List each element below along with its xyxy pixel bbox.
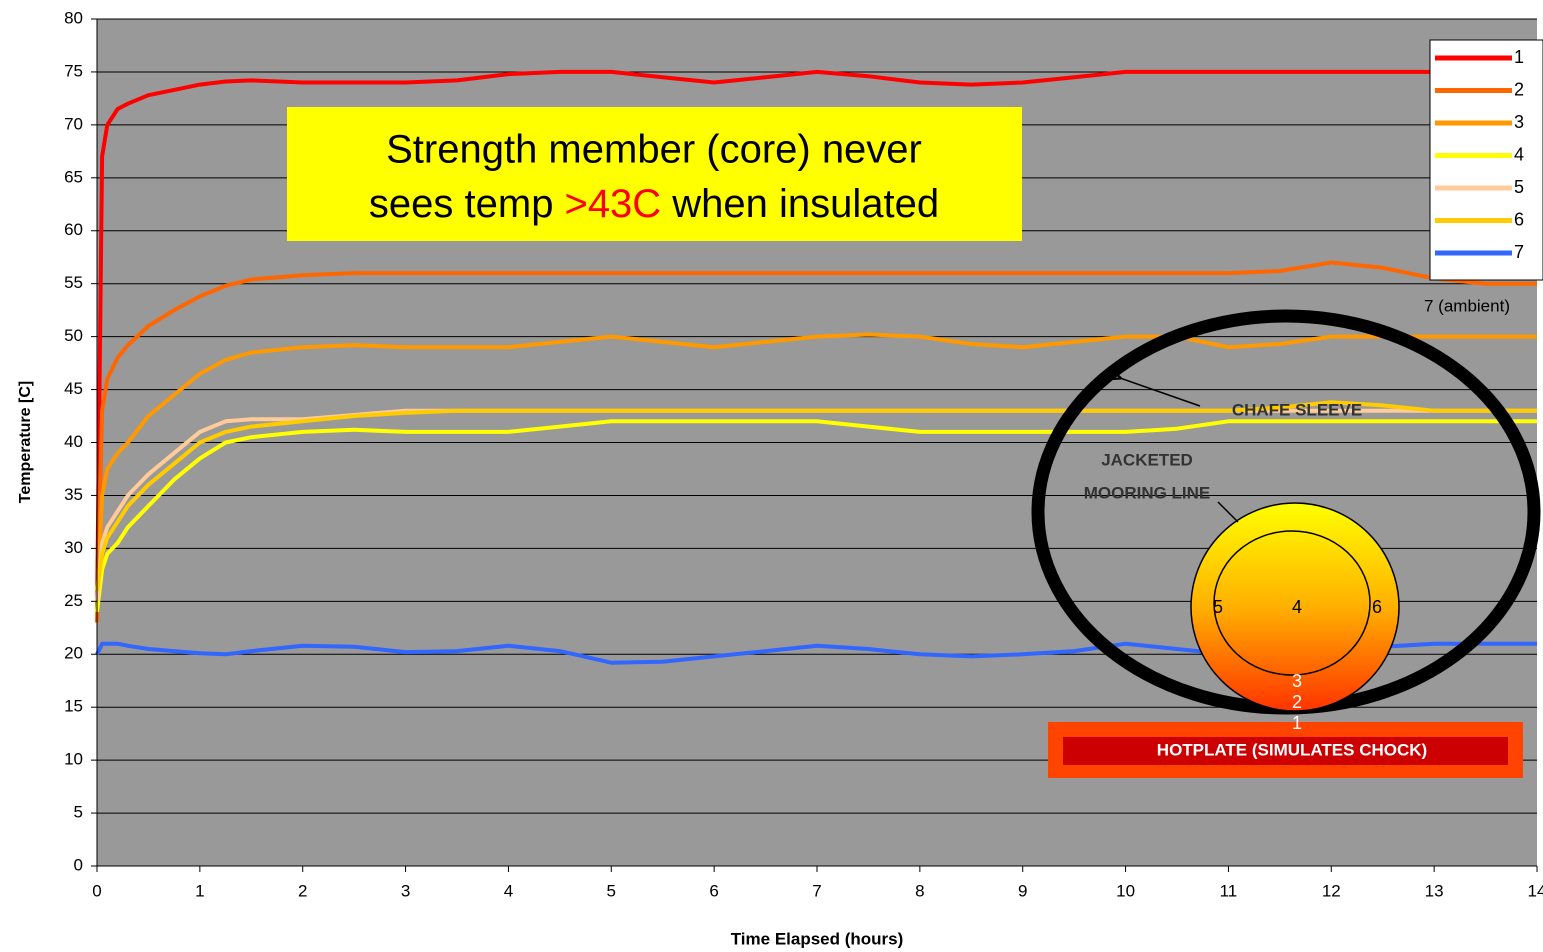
y-tick-label: 5 [74, 803, 83, 822]
y-tick-label: 0 [74, 855, 83, 874]
series-line [95, 69, 1537, 612]
y-tick-label: 35 [64, 485, 83, 504]
position-label: 2 [1292, 692, 1302, 712]
x-tick-label: 13 [1425, 881, 1444, 900]
legend-label: 2 [1514, 79, 1524, 99]
x-tick-label: 3 [401, 881, 410, 900]
core [1213, 530, 1371, 676]
callout-text: Strength member (core) never [386, 128, 922, 172]
diagram-label: MOORING LINE [1084, 483, 1211, 502]
legend-label: 5 [1514, 177, 1524, 197]
x-axis-title: Time Elapsed (hours) [731, 929, 904, 948]
legend-label: 3 [1514, 112, 1524, 132]
y-tick-label: 55 [64, 273, 83, 292]
series-line [95, 419, 1537, 613]
ambient-label: 7 (ambient) [1424, 296, 1510, 315]
callout-text: sees temp [369, 182, 554, 226]
legend-label: 1 [1514, 47, 1524, 67]
x-tick-label: 2 [298, 881, 307, 900]
callout-box [287, 107, 1022, 241]
y-axis-title: Temperature [C] [17, 381, 34, 503]
legend-box [1429, 39, 1543, 281]
hotplate-label: HOTPLATE (SIMULATES CHOCK) [1157, 740, 1427, 759]
series-line [95, 332, 1537, 612]
legend: 1 2 3 4 5 6 7 [1429, 39, 1543, 281]
x-tick-label: 8 [915, 881, 924, 900]
position-label: 5 [1213, 597, 1223, 617]
x-tick-label: 12 [1322, 881, 1341, 900]
x-tick-label: 1 [195, 881, 204, 900]
y-tick-label: 75 [64, 61, 83, 80]
callout-highlight: >43C [564, 182, 661, 226]
lines [95, 69, 1537, 665]
x-tick-label: 0 [92, 881, 101, 900]
y-tick-label: 45 [64, 379, 83, 398]
diagram-label: JACKETED [1101, 450, 1193, 469]
y-tick-label: 15 [64, 697, 83, 716]
y-tick-label: 65 [64, 167, 83, 186]
hotplate-inner [1063, 737, 1508, 765]
y-tick-label: 40 [64, 432, 83, 451]
series-line [95, 260, 1537, 623]
x-tick-label: 4 [504, 881, 513, 900]
position-label: 4 [1292, 597, 1302, 617]
y-tick-label: 80 [64, 8, 83, 27]
arrow [1217, 501, 1239, 523]
diagram-label: CHAFE SLEEVE [1232, 400, 1362, 419]
legend-label: 4 [1514, 144, 1524, 164]
x-tick-label: 14 [1528, 881, 1543, 900]
y-tick-label: 30 [64, 538, 83, 557]
x-tick-label: 6 [709, 881, 718, 900]
arrow [1120, 378, 1201, 407]
legend-label: 6 [1514, 209, 1524, 229]
x-tick-label: 7 [812, 881, 821, 900]
y-tick-label: 10 [64, 750, 83, 769]
x-tick-label: 5 [607, 881, 616, 900]
legend-label: 7 [1514, 242, 1524, 262]
position-label: 6 [1372, 597, 1382, 617]
position-label: 1 [1292, 713, 1302, 733]
callout-text: sees temp >43C when insulated [369, 182, 939, 226]
x-tick-label: 9 [1018, 881, 1027, 900]
y-tick-label: 50 [64, 326, 83, 345]
y-tick-label: 60 [64, 220, 83, 239]
y-tick-label: 20 [64, 644, 83, 663]
y-tick-label: 70 [64, 114, 83, 133]
series-line [95, 400, 1537, 591]
position-label: 3 [1292, 671, 1302, 691]
x-tick-label: 11 [1220, 881, 1238, 900]
callout-text: when insulated [671, 182, 939, 226]
y-tick-label: 25 [64, 591, 83, 610]
x-tick-label: 10 [1116, 881, 1135, 900]
